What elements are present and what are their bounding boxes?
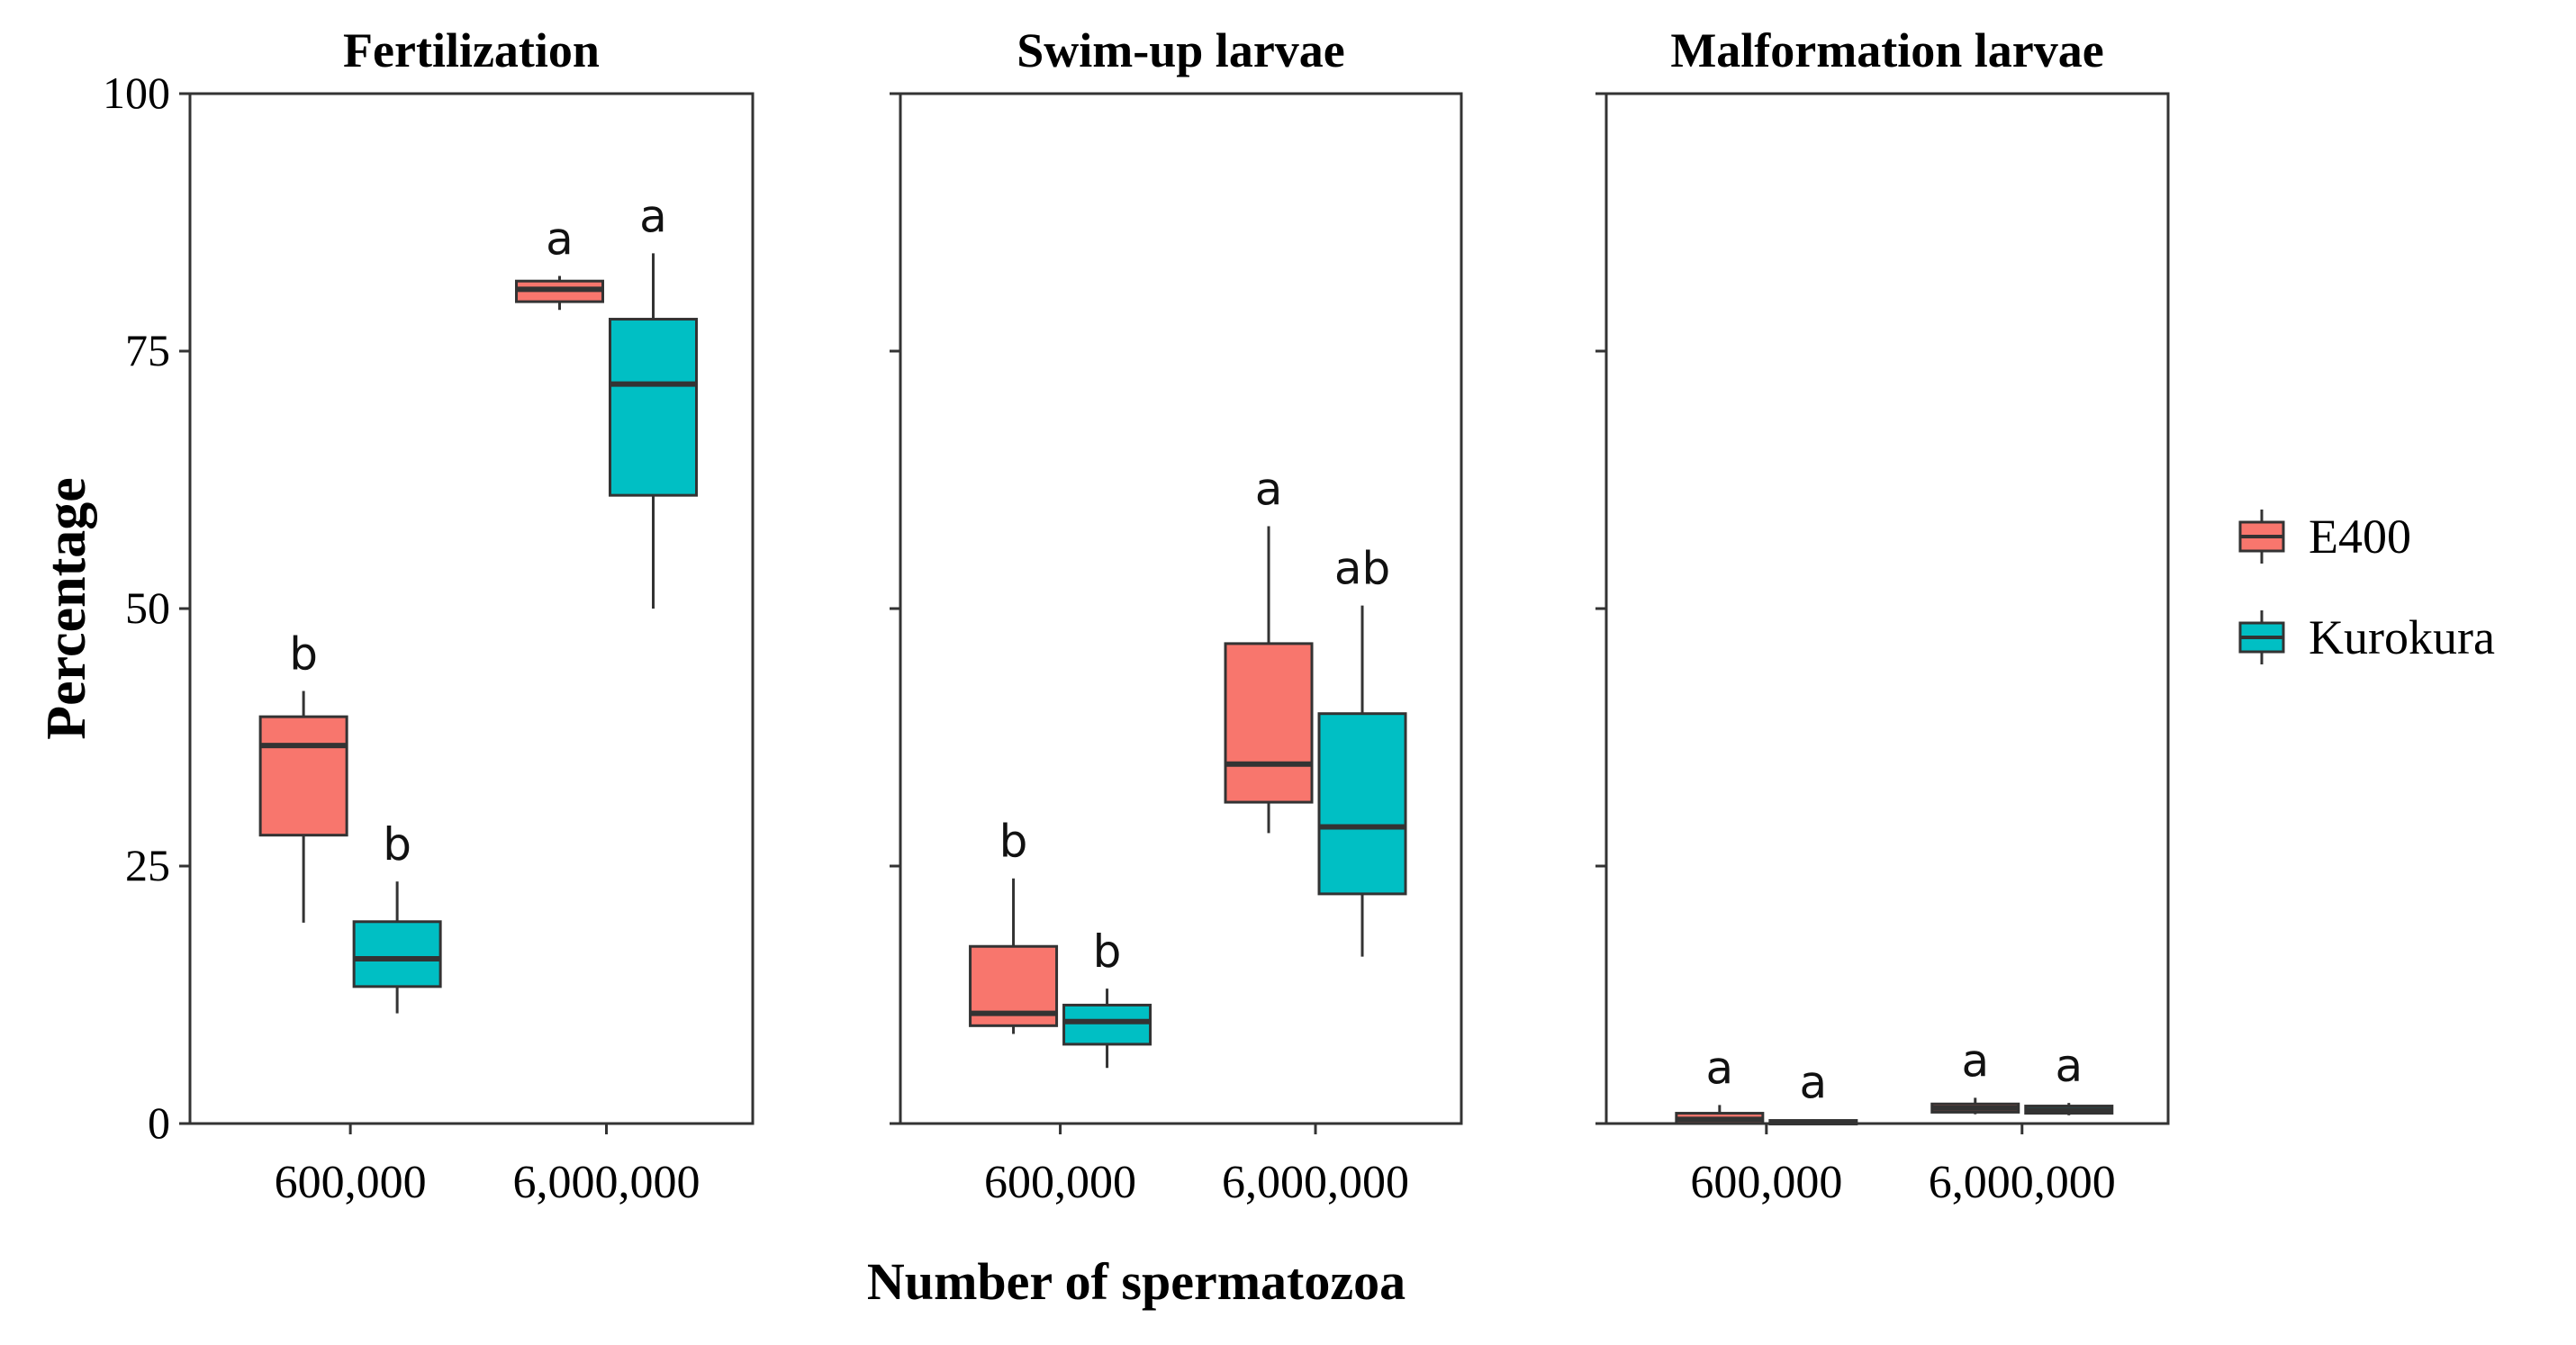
box-1-e400-1-box xyxy=(258,715,348,837)
box-2-kurokura-2-box xyxy=(1317,712,1407,896)
box-3-kurokura-1-sig-label: a xyxy=(1800,1056,1828,1108)
box-2-kurokura-1-box xyxy=(1062,1003,1152,1046)
x-tick-label-1-1: 600,000 xyxy=(275,1157,427,1208)
y-tick-label-25: 25 xyxy=(125,840,170,890)
x-tick-label-3-1: 600,000 xyxy=(1690,1157,1842,1208)
y-tick-label-100: 100 xyxy=(103,68,170,118)
y-tick-label-0: 0 xyxy=(148,1097,170,1148)
x-tick-label-2-2: 6,000,000 xyxy=(1222,1157,1409,1208)
box-1-e400-1-sig-label: b xyxy=(289,628,318,681)
box-1-kurokura-2-box xyxy=(609,318,698,497)
box-2-kurokura-1-sig-label: b xyxy=(1093,925,1122,978)
x-tick-label-1-2: 6,000,000 xyxy=(513,1157,700,1208)
panel-frame-1 xyxy=(188,92,755,1125)
box-1-kurokura-1-box xyxy=(352,920,442,988)
y-tick-label-50: 50 xyxy=(125,582,170,633)
box-1-kurokura-1-sig-label: b xyxy=(383,818,411,871)
legend-e400-label: E400 xyxy=(2309,510,2411,564)
y-tick-label-75: 75 xyxy=(125,325,170,375)
panel-title-3: Malformation larvae xyxy=(1670,23,2103,77)
legend-kurokura-label: Kurokura xyxy=(2309,610,2495,664)
box-2-e400-1-sig-label: b xyxy=(999,816,1028,868)
box-3-e400-2-sig-label: a xyxy=(1961,1034,1989,1087)
box-2-e400-2-sig-label: a xyxy=(1255,463,1283,515)
box-2-kurokura-2-sig-label: ab xyxy=(1334,543,1390,595)
box-1-kurokura-2-sig-label: a xyxy=(639,190,667,242)
box-3-e400-1-sig-label: a xyxy=(1706,1042,1734,1094)
x-tick-label-2-1: 600,000 xyxy=(984,1157,1136,1208)
y-axis-label: Percentage xyxy=(36,477,97,739)
box-3-kurokura-2-sig-label: a xyxy=(2055,1040,2083,1092)
panel-title-2: Swim-up larvae xyxy=(1017,23,1345,77)
x-tick-label-3-2: 6,000,000 xyxy=(1929,1157,2116,1208)
x-axis-label: Number of spermatozoa xyxy=(867,1252,1406,1311)
panel-frame-3 xyxy=(1604,92,2170,1125)
box-1-e400-2-sig-label: a xyxy=(546,212,574,265)
panel-title-1: Fertilization xyxy=(343,23,600,77)
box-2-e400-2-box xyxy=(1224,642,1314,804)
